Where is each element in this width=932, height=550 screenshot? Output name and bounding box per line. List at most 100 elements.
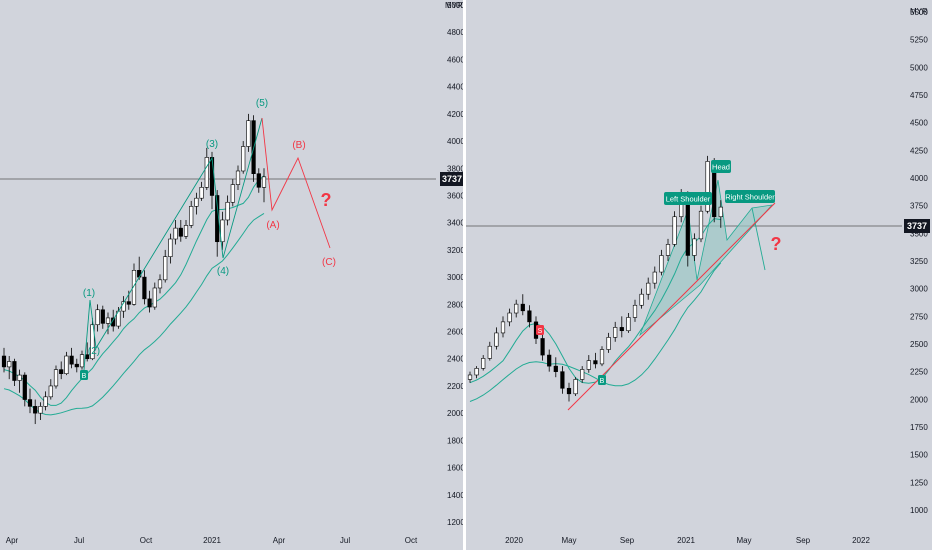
candle [573,379,578,395]
candle [64,355,69,375]
y-tick-label: 1750 [910,423,928,432]
candle [553,365,558,372]
wave-label: (C) [322,257,336,268]
candle [59,369,64,375]
y-tick-label: 3600 [447,191,465,200]
y-tick-label: 4600 [447,55,465,64]
wave-label: (B) [292,140,305,151]
y-tick-label: 2200 [447,382,465,391]
candle [225,201,230,221]
moving-average-line [3,212,265,416]
candle [100,309,105,324]
left-chart-pane[interactable]: 5000 4800 4600 4400 4200 4000 3800 3600 3400 3200… [0,1,465,545]
pattern-label-box [725,190,775,203]
question-mark: ? [321,190,332,210]
x-tick-label: May [561,536,576,545]
y-tick-label: 3800 [447,164,465,173]
x-tick-label: Sep [796,536,811,545]
candle [639,293,644,306]
candle [246,120,251,147]
y-tick-label: 5000 [910,63,928,72]
candle [157,279,163,289]
x-tick-label: Apr [273,536,286,545]
candle [514,303,519,314]
x-tick-label: Sep [620,536,635,545]
y-tick-label: 3000 [910,285,928,294]
y-tick-label: 2500 [910,340,928,349]
y-tick-label: 4500 [910,119,928,128]
y-tick-label: 1800 [447,436,465,445]
left-time-axis: Apr Jul Oct 2021 Apr Jul Oct [6,536,418,545]
buy-signal-text: B [82,373,87,380]
candle [481,358,486,369]
candle [652,271,657,284]
candle [560,371,565,389]
y-tick-label: 5250 [910,36,928,45]
candle [199,187,204,199]
buy-signal-text: B [600,378,605,385]
left-price-axis: 5000 4800 4600 4400 4200 4000 3800 3600 3400 3200… [447,1,465,527]
right-chart-pane[interactable]: 5500 5250 5000 4750 4500 4250 4000 3750 3500 3250… [466,7,930,545]
candle [147,298,152,308]
moving-average-line [469,262,722,402]
y-tick-label: 4250 [910,146,928,155]
left-last-price: 3737 [442,174,462,184]
y-tick-label: 2750 [910,312,928,321]
y-tick-label: 3000 [447,273,465,282]
candle [168,238,173,257]
candle [487,345,492,359]
x-tick-label: May [736,536,751,545]
candle [599,349,605,365]
pattern-label: Head [712,163,730,172]
candle [220,219,225,243]
candle [189,206,194,226]
candle [507,312,512,323]
left-currency: MYR [445,1,463,10]
candle [7,361,12,368]
candle [494,332,499,347]
x-tick-label: Oct [405,536,418,545]
candle [665,244,671,256]
candle [235,170,241,185]
x-tick-label: Jul [74,536,84,545]
wave-label: (5) [256,98,268,109]
x-tick-label: 2022 [852,536,870,545]
candle [137,270,142,278]
left-elliott-waves: (1) (2) (3) (4) (5) (A) (B) (C)? B [80,98,336,380]
pane-divider[interactable] [463,0,466,550]
candle [22,374,27,400]
candle [698,210,704,240]
right-annotations: Left Shoulder Head Right Shoulder S B? [536,160,782,411]
x-tick-label: Jul [340,536,350,545]
x-tick-label: Oct [140,536,153,545]
projection-line [751,207,766,271]
right-time-axis: 2020 May Sep 2021 May Sep 2022 [505,536,870,545]
wave-label: (2) [88,346,100,357]
sell-signal-badge [536,325,544,335]
candle [74,363,79,368]
candle [500,321,506,334]
candle [48,385,53,398]
candle [256,173,261,188]
candle [194,197,199,207]
candle [672,216,677,245]
candle [619,327,624,332]
candle [705,161,710,212]
candle [1,355,7,368]
candle [183,225,189,237]
y-tick-label: 3250 [910,257,928,266]
y-tick-label: 4400 [447,83,465,92]
left-last-price-badge: 3737 [440,172,464,186]
candle [204,157,209,188]
wave-label: (3) [206,139,218,150]
y-tick-label: 5000 [447,1,465,10]
y-tick-label: 1400 [447,491,465,500]
candle [626,317,631,332]
pattern-label: Left Shoulder [666,195,711,204]
x-tick-label: 2021 [203,536,221,545]
y-tick-label: 3200 [447,246,465,255]
candle [566,387,572,395]
y-tick-label: 4000 [910,174,928,183]
candle [632,304,638,318]
y-tick-label: 1250 [910,478,928,487]
